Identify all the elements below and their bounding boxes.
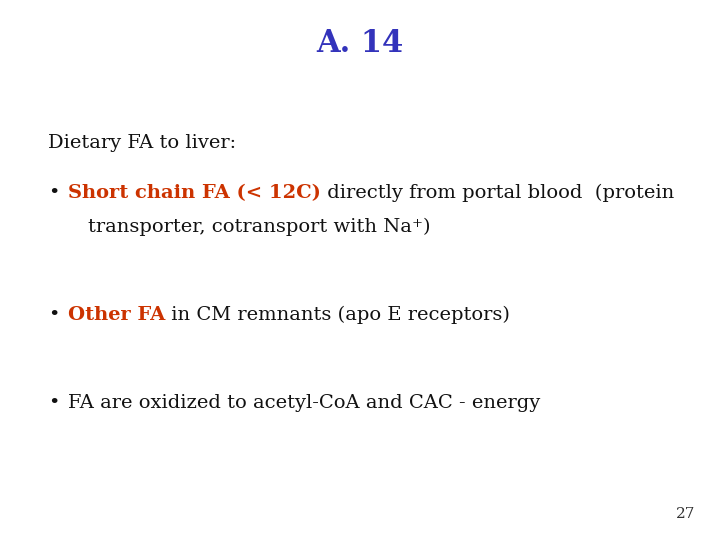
Text: ): ) xyxy=(423,218,431,236)
Text: in CM remnants (apo E receptors): in CM remnants (apo E receptors) xyxy=(166,306,510,324)
Text: directly from portal blood  (protein: directly from portal blood (protein xyxy=(321,184,674,202)
Text: Short chain FA (< 12C): Short chain FA (< 12C) xyxy=(68,184,321,202)
Text: Other FA: Other FA xyxy=(68,306,166,324)
Text: 27: 27 xyxy=(675,507,695,521)
Text: •: • xyxy=(48,306,59,324)
Text: FA are oxidized to acetyl-CoA and CAC - energy: FA are oxidized to acetyl-CoA and CAC - … xyxy=(68,394,540,412)
Text: •: • xyxy=(48,184,59,202)
Text: transporter, cotransport with Na: transporter, cotransport with Na xyxy=(88,218,412,236)
Text: +: + xyxy=(412,217,423,230)
Text: A. 14: A. 14 xyxy=(316,28,404,59)
Text: Dietary FA to liver:: Dietary FA to liver: xyxy=(48,134,236,152)
Text: •: • xyxy=(48,394,59,412)
